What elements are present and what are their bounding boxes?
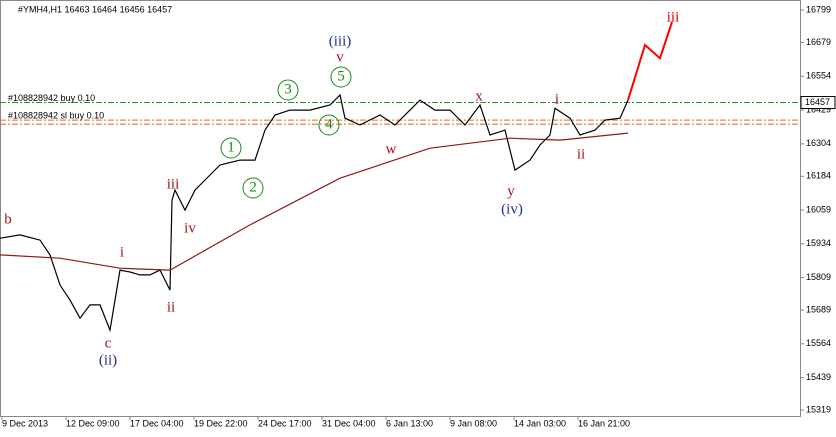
wave-label: iii [667,9,680,25]
wave-label: iv [184,220,196,236]
y-tick-label: 16554 [806,71,831,81]
price-tag: 16457 [805,97,830,107]
x-tick-label: 17 Dec 04:00 [130,418,184,428]
x-tick-label: 12 Dec 09:00 [66,418,120,428]
wave-circle [277,79,299,101]
y-tick-label: 16799 [806,4,831,14]
y-tick-label: 15564 [806,338,831,348]
order-label: #108828942 sl buy 0.10 [8,110,104,120]
wave-label: 4 [325,116,333,132]
price-line [0,132,629,271]
x-tick-label: 19 Dec 22:00 [194,418,248,428]
wave-label: x [475,88,483,104]
y-tick-label: 16304 [806,138,831,148]
wave-circle [318,114,340,136]
wave-label: 5 [337,68,345,84]
wave-label: c [105,335,112,351]
plot-area [0,0,801,417]
wave-label: iii [167,176,180,192]
wave-label: (iv) [501,201,523,217]
y-tick-label: 15809 [806,272,831,282]
chart-title: #YMH4,H1 16463 16464 16456 16457 [18,4,172,14]
x-tick-label: 14 Jan 03:00 [514,418,566,428]
price-line [0,93,629,333]
y-tick-label: 15689 [806,304,831,314]
y-tick-label: 16059 [806,204,831,214]
y-tick-label: 16679 [806,37,831,47]
y-tick-label: 15319 [806,404,831,414]
price-line [627,21,673,101]
price-tag-box [800,96,836,110]
wave-circle [330,66,352,88]
order-label: #108828942 buy 0.10 [8,93,95,103]
x-tick-label: 31 Dec 04:00 [322,418,376,428]
x-tick-label: 6 Jan 13:00 [386,418,433,428]
wave-label: 1 [227,139,235,155]
y-tick-label: 15934 [806,238,831,248]
y-tick-label: 16184 [806,171,831,181]
y-tick-label: 16429 [806,104,831,114]
wave-label: ii [577,146,585,162]
x-tick-label: 16 Jan 21:00 [578,418,630,428]
wave-label: ii [167,299,175,315]
wave-label: v [336,49,344,65]
wave-label: i [120,244,124,260]
x-tick-label: 24 Dec 17:00 [258,418,312,428]
wave-label: 3 [284,81,292,97]
wave-label: 2 [249,179,257,195]
wave-circle [242,177,264,199]
x-tick-label: 9 Jan 08:00 [450,418,497,428]
wave-label: b [4,211,12,227]
wave-label: (iii) [329,33,352,49]
wave-label: (ii) [99,352,117,368]
y-tick-label: 15439 [806,372,831,382]
wave-label: w [386,141,397,157]
x-tick-label: 9 Dec 2013 [2,418,48,428]
wave-circle [220,137,242,159]
wave-label: y [507,183,515,199]
wave-label: i [555,91,559,107]
